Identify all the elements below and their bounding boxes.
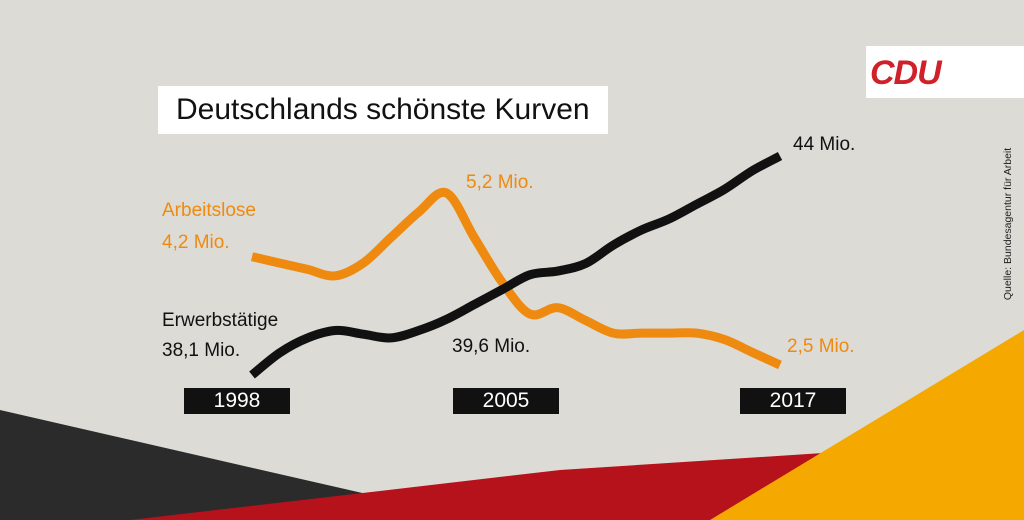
black-band	[0, 410, 480, 520]
employed-end-label: 44 Mio.	[793, 134, 856, 155]
employed-start-label: 38,1 Mio.	[162, 340, 241, 361]
unemployed-line	[250, 187, 782, 370]
logo: CDU	[866, 46, 1024, 98]
employed-line	[249, 152, 783, 379]
chart-title-box: Deutschlands schönste Kurven	[158, 86, 608, 134]
x-tick-box-2017: 2017	[740, 388, 846, 414]
employed-mid-label: 39,6 Mio.	[452, 336, 531, 357]
x-tick-box-1998: 1998	[184, 388, 290, 414]
unemployed-start-label: 4,2 Mio.	[162, 232, 230, 253]
employed-series-label: Erwerbstätige	[162, 310, 279, 331]
x-tick-box-2005: 2005	[453, 388, 559, 414]
unemployed-end-label: 2,5 Mio.	[787, 336, 855, 357]
chart-title: Deutschlands schönste Kurven	[176, 93, 590, 126]
x-tick-label: 2005	[482, 389, 530, 412]
x-tick-label: 1998	[213, 389, 261, 412]
unemployed-series-label: Arbeitslose	[162, 200, 256, 221]
logo-text: CDU	[870, 54, 942, 92]
gold-band	[710, 330, 1024, 520]
x-tick-label: 2017	[769, 389, 817, 412]
unemployed-peak-label: 5,2 Mio.	[466, 172, 534, 193]
